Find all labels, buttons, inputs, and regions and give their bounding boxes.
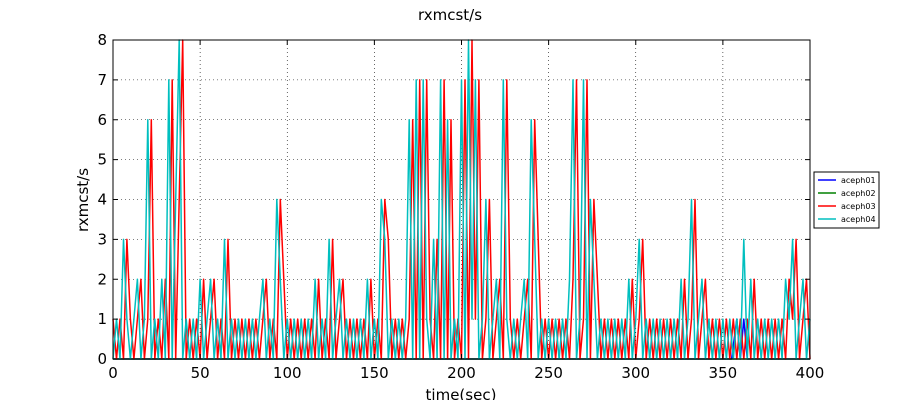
axis-ticks: 0 50 100 150 200 250 300 350 400 0 1 2 3 4 5 6 7 8 [97,31,824,382]
legend-label-aceph02: aceph02 [841,189,876,198]
y-tick-label: 0 [97,350,107,368]
y-tick-label: 5 [97,151,107,169]
x-tick-label: 300 [621,364,650,382]
y-tick-label: 3 [97,230,107,248]
x-tick-label: 200 [447,364,476,382]
y-tick-label: 1 [97,310,107,328]
x-tick-label: 250 [534,364,563,382]
legend-label-aceph04: aceph04 [841,215,876,224]
y-tick-label: 7 [97,71,107,89]
x-tick-label: 100 [273,364,302,382]
y-tick-label: 2 [97,270,107,288]
legend-label-aceph01: aceph01 [841,176,876,185]
y-axis-label: rxmcst/s [74,168,92,232]
legend: aceph01 aceph02 aceph03 aceph04 [813,171,880,229]
series-line-aceph04 [112,39,811,360]
y-tick-label: 6 [97,111,107,129]
x-tick-label: 400 [796,364,825,382]
y-tick-label: 8 [97,31,107,49]
y-tick-label: 4 [97,191,107,209]
legend-label-aceph03: aceph03 [841,202,876,211]
x-tick-label: 350 [709,364,738,382]
x-axis-label: time(sec) [426,386,497,400]
x-tick-label: 50 [191,364,210,382]
chart-title: rxmcst/s [418,6,482,24]
x-tick-label: 150 [360,364,389,382]
x-tick-label: 0 [108,364,118,382]
